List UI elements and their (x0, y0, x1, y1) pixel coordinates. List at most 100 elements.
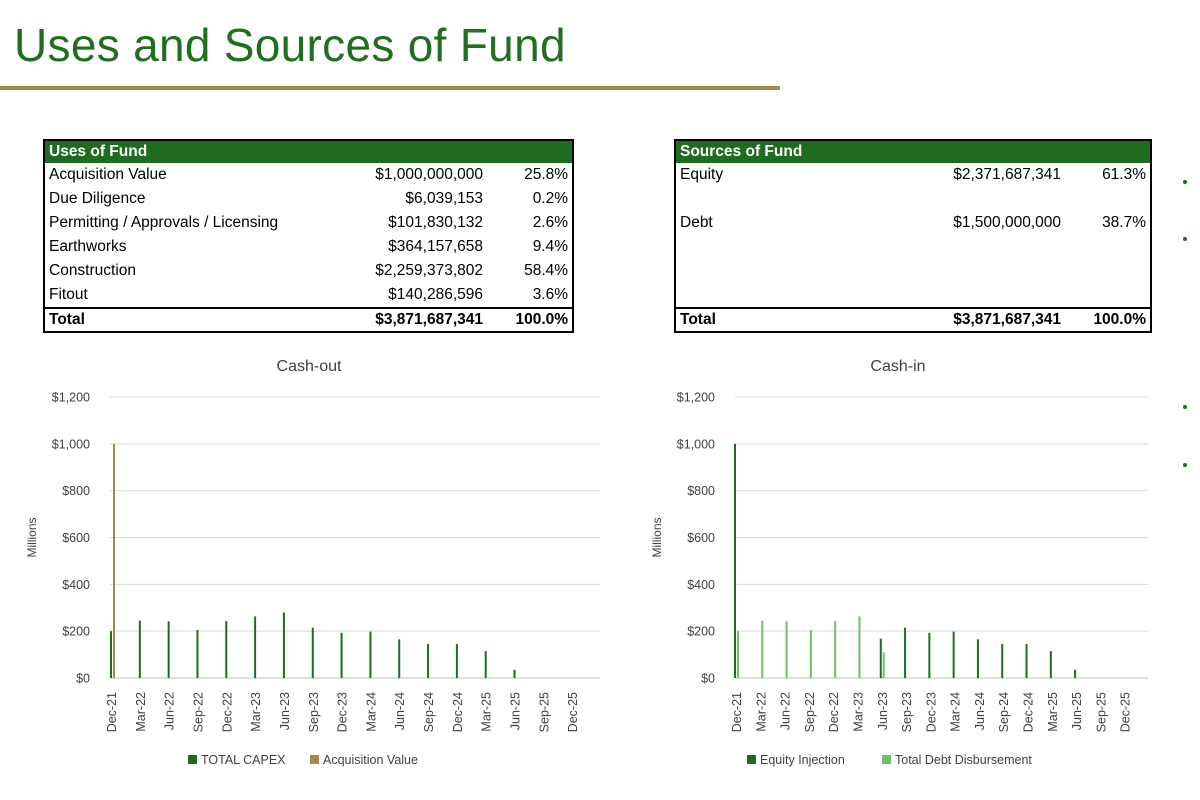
cashout-bar-total-capex (110, 631, 112, 678)
x-tick-label: Mar-25 (480, 692, 494, 732)
cashin-bar-equity-injection (1025, 644, 1028, 678)
y-tick-label: $600 (62, 531, 90, 545)
bullet-icon (1183, 180, 1187, 184)
row-label: Construction (49, 262, 137, 279)
cashin-bar-equity-injection (1049, 651, 1052, 678)
x-tick-label: Sep-25 (1094, 692, 1108, 732)
row-percent: 38.7% (1102, 214, 1147, 231)
y-tick-label: $800 (62, 484, 90, 498)
row-amount: $2,259,373,802 (375, 262, 483, 279)
y-axis-label: Millions (650, 517, 664, 557)
cashout-bar-total-capex (513, 669, 516, 678)
row-percent: 9.4% (532, 238, 569, 255)
cashout-bar-total-capex (225, 621, 228, 678)
cashout-bar-total-capex (282, 612, 285, 678)
cashin-bar-equity-injection (928, 632, 931, 678)
y-tick-label: $0 (701, 672, 715, 686)
total-percent: 100.0% (1065, 307, 1152, 332)
x-tick-label: Dec-23 (336, 692, 350, 732)
table-row: Acquisition Value $1,000,000,000 25.8% (44, 163, 573, 187)
total-label: Total (44, 307, 300, 332)
y-tick-label: $1,200 (677, 391, 715, 405)
y-tick-label: $1,000 (677, 437, 715, 451)
row-amount: $1,500,000,000 (953, 214, 1061, 231)
y-tick-label: $600 (687, 531, 715, 545)
x-tick-label: Dec-21 (730, 692, 744, 732)
cashout-bar-total-capex (398, 639, 401, 678)
table-row: Debt $1,500,000,000 38.7% (675, 211, 1151, 235)
row-percent: 2.6% (532, 214, 569, 231)
cashin-bar-equity-injection (734, 443, 736, 678)
table-row: Permitting / Approvals / Licensing $101,… (44, 211, 573, 235)
cashout-bar-total-capex (340, 632, 343, 678)
x-tick-label: Dec-24 (451, 692, 465, 732)
cashin-bar-equity-injection (952, 631, 955, 678)
row-amount: $364,157,658 (388, 238, 483, 255)
x-tick-label: Mar-23 (851, 692, 865, 732)
chart-title: Cash-in (870, 358, 925, 375)
cashout-bar-acquisition-value (113, 443, 115, 678)
cashout-bar-total-capex (254, 616, 257, 678)
cashin-bar-equity-injection (1074, 669, 1077, 678)
bullet-icon (1183, 463, 1187, 467)
table-row: Earthworks $364,157,658 9.4% (44, 235, 573, 259)
total-amount: $3,871,687,341 (878, 307, 1065, 332)
y-tick-label: $1,000 (52, 437, 90, 451)
cashout-bar-total-capex (311, 627, 314, 678)
legend-swatch (882, 755, 891, 764)
x-tick-label: Mar-23 (249, 692, 263, 732)
row-amount: $1,000,000,000 (375, 166, 483, 183)
y-tick-label: $1,200 (52, 391, 90, 405)
total-label: Total (675, 307, 878, 332)
x-tick-label: Sep-22 (803, 692, 817, 732)
x-tick-label: Dec-22 (827, 692, 841, 732)
cashout-bar-total-capex (427, 644, 430, 678)
y-tick-label: $0 (76, 672, 90, 686)
x-tick-label: Mar-22 (134, 692, 148, 732)
x-tick-label: Sep-24 (422, 692, 436, 732)
cashin-bar-total-debt-disbursement (858, 616, 861, 678)
x-tick-label: Dec-22 (220, 692, 234, 732)
x-tick-label: Mar-24 (949, 692, 963, 732)
row-label: Equity (680, 166, 724, 183)
row-label: Earthworks (49, 238, 127, 255)
cashout-bar-total-capex (369, 631, 372, 678)
page-title: Uses and Sources of Fund (14, 19, 566, 71)
cashout-bar-total-capex (455, 644, 458, 678)
cashin-bar-equity-injection (879, 638, 882, 678)
cashout-chart: Cash-out Millions $0 $200 $400 $600 $800 $1,000… (25, 358, 600, 767)
x-tick-label: Sep-23 (900, 692, 914, 732)
x-tick-label: Dec-25 (1119, 692, 1133, 732)
legend-label: TOTAL CAPEX (201, 753, 286, 767)
cashin-bar-total-debt-disbursement (737, 631, 739, 678)
x-tick-label: Sep-25 (537, 692, 551, 732)
x-tick-label: Mar-22 (754, 692, 768, 732)
x-tick-label: Dec-24 (1022, 692, 1036, 732)
legend-swatch (310, 755, 319, 764)
table-row: Fitout $140,286,596 3.6% (44, 283, 573, 308)
y-tick-label: $800 (687, 484, 715, 498)
x-tick-label: Sep-23 (307, 692, 321, 732)
x-tick-label: Dec-21 (105, 692, 119, 732)
legend-label: Total Debt Disbursement (895, 753, 1032, 767)
bullet-icon (1183, 237, 1187, 241)
total-amount: $3,871,687,341 (300, 307, 487, 332)
row-percent: 3.6% (532, 286, 569, 303)
cashin-bar-equity-injection (904, 627, 907, 678)
x-tick-label: Sep-22 (191, 692, 205, 732)
row-label: Fitout (49, 286, 88, 303)
sources-of-fund-table: Sources of Fund Equity $2,371,687,341 61… (674, 139, 1153, 333)
row-percent: 58.4% (524, 262, 569, 279)
sources-table-header: Sources of Fund (675, 140, 1152, 163)
cashin-bar-total-debt-disbursement (882, 652, 885, 678)
cashout-bar-total-capex (196, 629, 199, 678)
row-amount: $6,039,153 (405, 190, 483, 207)
x-tick-label: Jun-22 (779, 692, 793, 730)
x-tick-label: Jun-24 (393, 692, 407, 730)
row-label: Due Diligence (49, 190, 146, 207)
chart-title: Cash-out (277, 358, 342, 375)
row-percent: 25.8% (524, 166, 569, 183)
row-amount: $101,830,132 (388, 214, 483, 231)
cashin-bar-equity-injection (1001, 644, 1004, 678)
